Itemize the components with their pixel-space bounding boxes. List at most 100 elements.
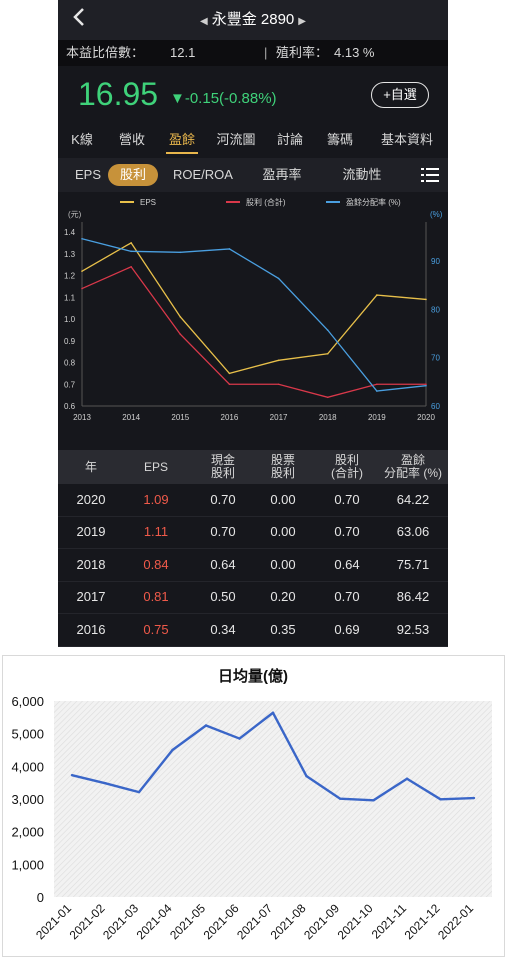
- data-point: [137, 790, 141, 794]
- table-header: 年 EPS 現金 股利 股票 股利 股利 (合計) 盈餘 分配率 (%): [58, 450, 448, 484]
- data-point: [81, 287, 83, 290]
- y-tick-label: 5,000: [11, 727, 44, 742]
- subtab-dividend[interactable]: 股利: [108, 164, 158, 186]
- data-point: [179, 251, 182, 254]
- th-year: 年: [64, 450, 118, 484]
- main-tabs: K線 營收 盈餘 河流圖 討論 籌碼 基本資料: [58, 128, 448, 156]
- data-point: [425, 384, 427, 387]
- pe-label: 本益比倍數：: [66, 45, 145, 60]
- data-point: [439, 798, 442, 801]
- left-tick-label: 1.3: [64, 250, 76, 259]
- th-year-label: 年: [84, 459, 97, 474]
- th-payout-l1: 盈餘: [400, 453, 425, 467]
- data-point: [104, 782, 107, 785]
- data-point: [70, 773, 74, 777]
- chevron-left-icon: [73, 8, 84, 26]
- subtab-liquidity[interactable]: 流動性: [342, 167, 382, 182]
- th-cash-div-l1: 現金: [210, 453, 235, 467]
- data-point: [277, 359, 280, 362]
- data-point: [171, 748, 174, 752]
- cell-payout: 63.06: [396, 524, 430, 540]
- data-point: [405, 777, 409, 780]
- cell-cash-div: 0.34: [210, 621, 236, 637]
- data-point: [130, 266, 132, 268]
- data-point: [376, 294, 378, 296]
- volume-chart-border: [2, 655, 505, 957]
- next-stock-icon[interactable]: ▶: [298, 16, 306, 27]
- y-tick-label: 1,000: [11, 857, 44, 872]
- prev-stock-icon[interactable]: ◀: [200, 16, 208, 27]
- cell-cash-div: 0.64: [210, 556, 236, 572]
- cell-year: 2017: [76, 589, 106, 605]
- th-stock-div: 股票 股利: [254, 450, 312, 484]
- add-watchlist-button[interactable]: +自選: [371, 82, 429, 108]
- tab-river[interactable]: 河流圖: [216, 132, 256, 147]
- metrics-bar: 本益比倍數： 12.1 | 殖利率： 4.13 %: [58, 40, 448, 66]
- y-tick-label: 3,000: [11, 792, 44, 807]
- cell-year: 2018: [76, 556, 106, 572]
- data-point: [179, 333, 182, 336]
- subtab-reinvest[interactable]: 盈再率: [262, 167, 302, 182]
- data-point: [130, 242, 132, 244]
- tab-revenue[interactable]: 營收: [118, 132, 145, 147]
- left-unit-label: (元): [68, 210, 82, 219]
- left-tick-label: 0.7: [64, 380, 76, 389]
- left-tick-label: 1.2: [64, 272, 76, 281]
- table-row: 2019 1.11 0.70 0.00 0.70 63.06: [58, 516, 448, 550]
- th-eps: EPS: [124, 450, 188, 484]
- stock-app-screen: ◀ 永豐金 2890 ▶ 本益比倍數： 12.1 | 殖利率： 4.13 % 16.…: [58, 0, 448, 647]
- data-point: [238, 737, 241, 740]
- cell-eps: 0.75: [143, 621, 169, 637]
- cell-stock-div: 0.00: [270, 556, 296, 572]
- cell-cash-div: 0.70: [210, 492, 236, 507]
- sub-tabs: EPS 股利 ROE/ROA 盈再率 流動性: [58, 158, 448, 192]
- data-point: [305, 774, 308, 778]
- back-button[interactable]: [66, 6, 92, 34]
- right-tick-label: 90: [431, 257, 440, 266]
- cell-total-div: 0.69: [334, 621, 360, 637]
- data-point: [376, 383, 378, 386]
- plot-area: [54, 701, 492, 897]
- tab-earnings[interactable]: 盈餘: [164, 128, 200, 156]
- left-tick-label: 0.6: [64, 402, 76, 411]
- tab-discuss[interactable]: 討論: [276, 132, 303, 147]
- th-cash-div: 現金 股利: [194, 450, 252, 484]
- cell-total-div: 0.70: [334, 589, 360, 605]
- subtab-eps[interactable]: EPS: [74, 167, 101, 182]
- y-tick-label: 2,000: [11, 825, 44, 840]
- cell-payout: 92.53: [396, 621, 430, 637]
- y-tick-label: 6,000: [11, 694, 44, 709]
- x-tick-label: 2015: [171, 413, 189, 422]
- stock-name: 永豐金 2890: [211, 11, 295, 28]
- x-tick-label: 2018: [319, 413, 337, 422]
- th-eps-label: EPS: [143, 459, 168, 474]
- x-tick-label: 2017: [270, 413, 288, 422]
- th-total-div-l1: 股利: [334, 453, 359, 467]
- earnings-chart: EPS 股利 (合計) 盈餘分配率 (%) (元) (%) 1.4 1.3 1.2 1.1 1.0…: [58, 192, 448, 450]
- data-point: [338, 797, 342, 800]
- th-stock-div-l1: 股票: [270, 453, 295, 467]
- th-cash-div-l2: 股利: [210, 466, 235, 480]
- left-tick-label: 1.0: [64, 315, 76, 324]
- cell-eps: 1.11: [143, 524, 169, 540]
- table-row: 2016 0.75 0.34 0.35 0.69 92.53: [58, 614, 448, 647]
- table-row: 2017 0.81 0.50 0.20 0.70 86.42: [58, 581, 448, 615]
- x-tick-label: 2019: [368, 413, 386, 422]
- tab-fundamentals[interactable]: 基本資料: [380, 132, 433, 147]
- list-menu-icon[interactable]: [421, 168, 439, 182]
- data-point: [81, 270, 83, 272]
- legend-label: 盈餘分配率 (%): [346, 197, 401, 207]
- right-unit-label: (%): [430, 210, 443, 219]
- cell-stock-div: 0.20: [270, 589, 296, 605]
- tab-kline[interactable]: K線: [71, 132, 93, 147]
- price-change: ▼-0.15(-0.88%): [170, 90, 277, 107]
- stock-title: ◀ 永豐金 2890 ▶: [58, 0, 448, 40]
- table-row: 2020 1.09 0.70 0.00 0.70 64.22: [58, 484, 448, 517]
- subtab-roe-roa[interactable]: ROE/ROA: [173, 167, 233, 182]
- volume-chart-panel: 日均量(億) 0 1,000 2,000 3,000 4,000 5,000 6,000 202…: [0, 653, 507, 959]
- earnings-chart-svg: EPS 股利 (合計) 盈餘分配率 (%) (元) (%) 1.4 1.3 1.2 1.1 1.0…: [64, 197, 443, 422]
- tab-chips[interactable]: 籌碼: [326, 132, 353, 147]
- series-line-2: [81, 238, 427, 392]
- legend-label: EPS: [140, 198, 156, 207]
- cell-year: 2019: [76, 524, 106, 540]
